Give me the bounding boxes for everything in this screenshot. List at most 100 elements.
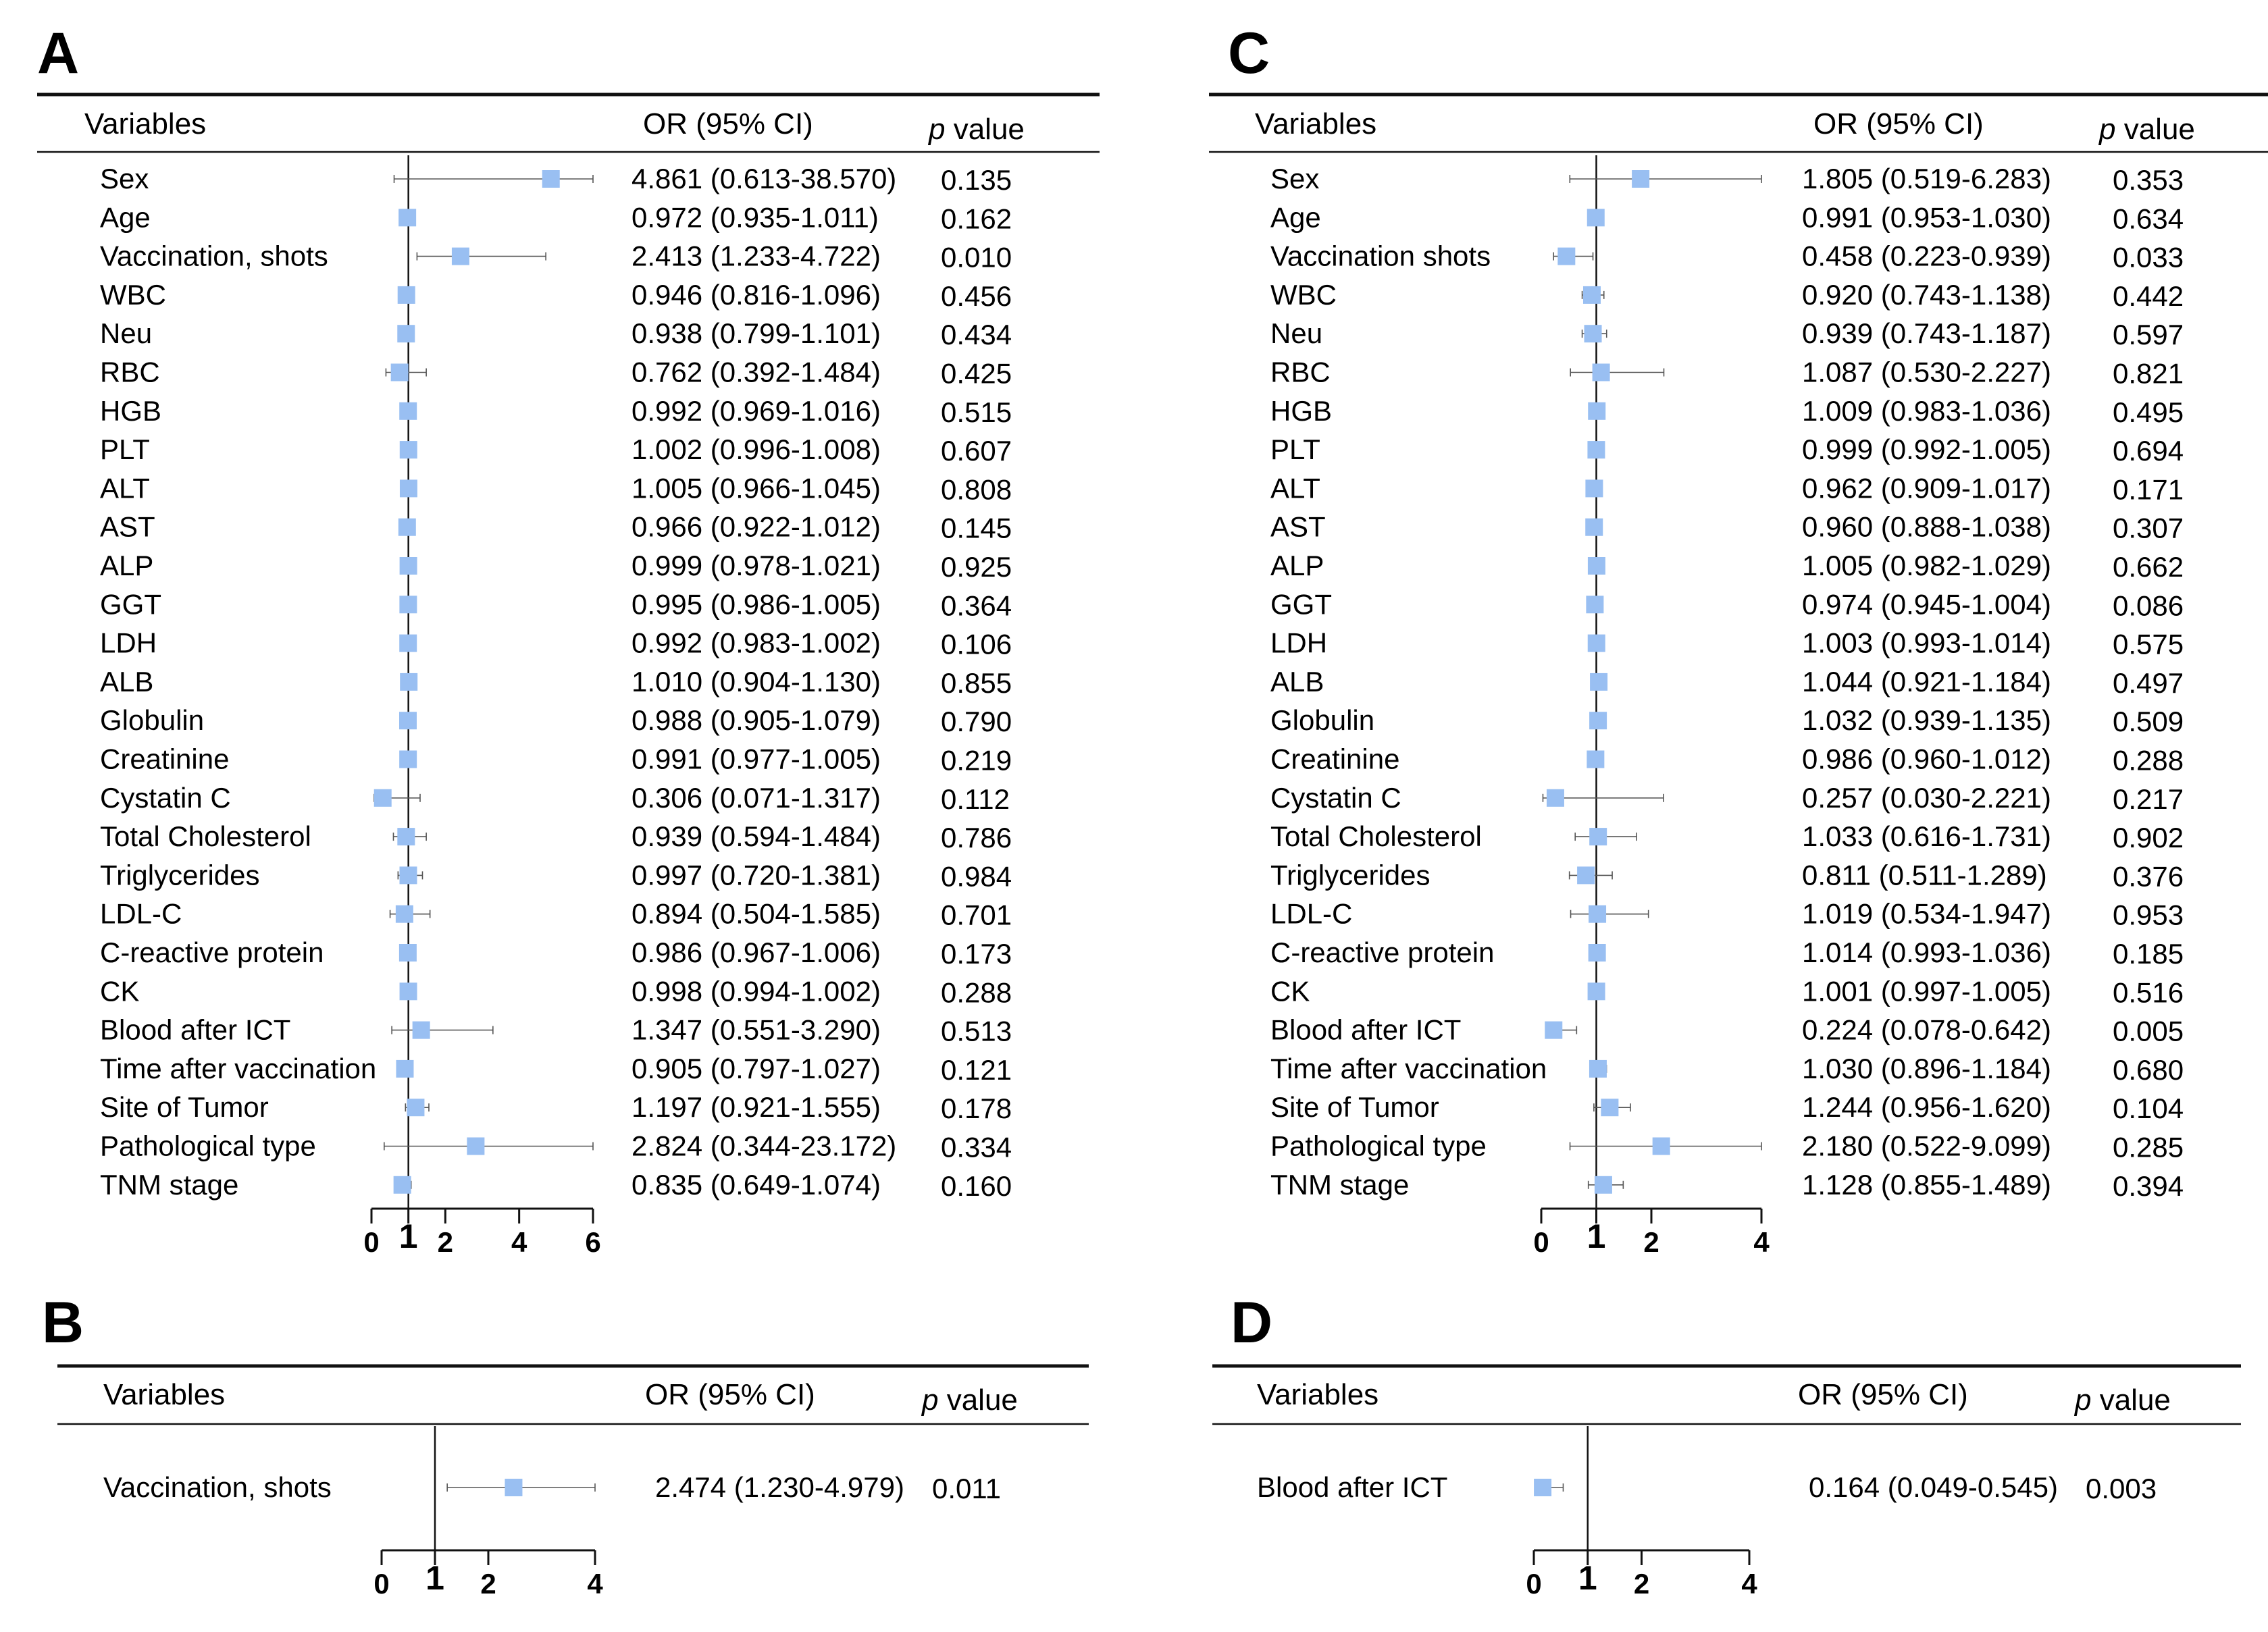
forest-row: Globulin 0.988 (0.905-1.079) 0.790 xyxy=(100,704,1012,737)
panel-b: B Variables OR (95% CI) p value 0 1 2 4 Vaccinat… xyxy=(42,1290,1089,1600)
header-p-value: p value xyxy=(2073,1384,2171,1417)
row-p-value: 0.178 xyxy=(941,1093,1012,1124)
forest-row: Pathological type 2.180 (0.522-9.099) 0.28… xyxy=(1270,1130,2184,1163)
or-point-marker xyxy=(1589,828,1607,846)
x-tick-label: 4 xyxy=(511,1226,527,1258)
row-variable-label: C-reactive protein xyxy=(100,937,324,968)
row-or-ci: 0.894 (0.504-1.585) xyxy=(632,898,881,930)
or-point-marker xyxy=(505,1479,523,1496)
row-variable-label: PLT xyxy=(1270,433,1320,465)
row-or-ci: 0.946 (0.816-1.096) xyxy=(632,279,881,311)
header-or-ci: OR (95% CI) xyxy=(1798,1378,1968,1411)
or-point-marker xyxy=(399,750,417,768)
row-variable-label: Globulin xyxy=(100,704,204,736)
row-p-value: 0.033 xyxy=(2113,242,2184,273)
row-p-value: 0.607 xyxy=(941,435,1012,467)
row-p-value: 0.185 xyxy=(2113,938,2184,970)
or-point-marker xyxy=(467,1137,485,1155)
row-p-value: 0.953 xyxy=(2113,899,2184,931)
row-p-value: 0.288 xyxy=(941,976,1012,1008)
header-or-ci: OR (95% CI) xyxy=(645,1378,815,1411)
row-variable-label: CK xyxy=(1270,975,1310,1007)
or-point-marker xyxy=(1577,866,1595,885)
row-or-ci: 0.972 (0.935-1.011) xyxy=(632,201,879,233)
row-p-value: 0.597 xyxy=(2113,319,2184,350)
x-tick-label: 2 xyxy=(438,1226,453,1258)
row-variable-label: Vaccination, shots xyxy=(100,240,328,272)
row-variable-label: Pathological type xyxy=(1270,1130,1487,1162)
row-p-value: 0.003 xyxy=(2086,1473,2157,1504)
or-point-marker xyxy=(399,479,417,498)
or-point-marker xyxy=(398,209,417,227)
or-point-marker xyxy=(397,828,415,846)
row-or-ci: 0.257 (0.030-2.221) xyxy=(1802,782,2051,814)
header-p-value: p value xyxy=(921,1384,1018,1417)
row-p-value: 0.575 xyxy=(2113,629,2184,660)
row-p-value: 0.106 xyxy=(941,629,1012,660)
row-or-ci: 1.197 (0.921-1.555) xyxy=(632,1091,881,1123)
or-point-marker xyxy=(1545,1021,1563,1039)
forest-row: C-reactive protein 0.986 (0.967-1.006) 0.1… xyxy=(100,937,1012,970)
forest-row: GGT 0.995 (0.986-1.005) 0.364 xyxy=(100,588,1012,621)
header-p-italic: p xyxy=(921,1384,938,1417)
forest-row: Total Cholesterol 1.033 (0.616-1.731) 0.90… xyxy=(1270,820,2184,853)
row-or-ci: 1.128 (0.855-1.489) xyxy=(1802,1169,2051,1201)
row-variable-label: GGT xyxy=(1270,588,1332,620)
row-or-ci: 0.974 (0.945-1.004) xyxy=(1802,588,2051,620)
row-variable-label: TNM stage xyxy=(100,1169,238,1201)
row-variable-label: Vaccination shots xyxy=(1270,240,1491,272)
or-point-marker xyxy=(1589,712,1607,730)
or-point-marker xyxy=(1585,479,1603,498)
row-p-value: 0.104 xyxy=(2113,1093,2184,1124)
forest-row: Site of Tumor 1.197 (0.921-1.555) 0.178 xyxy=(100,1091,1012,1124)
row-variable-label: Cystatin C xyxy=(1270,782,1401,814)
row-variable-label: RBC xyxy=(1270,357,1331,388)
forest-row: LDH 1.003 (0.993-1.014) 0.575 xyxy=(1270,627,2184,660)
row-variable-label: Triglycerides xyxy=(1270,859,1431,891)
row-p-value: 0.145 xyxy=(941,512,1012,544)
or-point-marker xyxy=(1588,944,1606,962)
row-or-ci: 0.458 (0.223-0.939) xyxy=(1802,240,2051,272)
row-variable-label: LDH xyxy=(1270,627,1327,659)
row-p-value: 0.307 xyxy=(2113,512,2184,544)
row-p-value: 0.495 xyxy=(2113,396,2184,428)
or-point-marker xyxy=(397,286,415,304)
panel-letter: B xyxy=(42,1290,84,1355)
row-p-value: 0.005 xyxy=(2113,1016,2184,1047)
row-or-ci: 1.033 (0.616-1.731) xyxy=(1802,820,2051,852)
row-p-value: 0.516 xyxy=(2113,976,2184,1008)
row-variable-label: LDL-C xyxy=(1270,898,1352,930)
row-or-ci: 0.962 (0.909-1.017) xyxy=(1802,472,2051,504)
forest-row: Site of Tumor 1.244 (0.956-1.620) 0.104 xyxy=(1270,1091,2184,1124)
row-p-value: 0.808 xyxy=(941,473,1012,505)
or-point-marker xyxy=(1557,247,1576,265)
forest-row: Creatinine 0.991 (0.977-1.005) 0.219 xyxy=(100,743,1012,776)
forest-row: Triglycerides 0.811 (0.511-1.289) 0.376 xyxy=(1270,859,2184,892)
header-variables: Variables xyxy=(1255,107,1376,140)
or-point-marker xyxy=(1582,286,1601,304)
x-tick-label: 1 xyxy=(1578,1559,1597,1597)
or-point-marker xyxy=(1586,596,1604,614)
forest-row: LDL-C 0.894 (0.504-1.585) 0.701 xyxy=(100,898,1012,931)
row-variable-label: Vaccination, shots xyxy=(103,1471,332,1503)
row-p-value: 0.217 xyxy=(2113,783,2184,815)
row-or-ci: 0.986 (0.960-1.012) xyxy=(1802,743,2051,775)
row-variable-label: RBC xyxy=(100,357,160,388)
row-or-ci: 0.992 (0.969-1.016) xyxy=(632,395,881,427)
panel-d: D Variables OR (95% CI) p value 0 1 2 4 Blood af… xyxy=(1212,1290,2241,1600)
or-point-marker xyxy=(1632,170,1650,188)
or-point-marker xyxy=(1584,325,1602,343)
or-point-marker xyxy=(393,1176,411,1194)
forest-row: TNM stage 0.835 (0.649-1.074) 0.160 xyxy=(100,1169,1012,1202)
header-variables: Variables xyxy=(84,107,206,140)
forest-row: Blood after ICT 1.347 (0.551-3.290) 0.513 xyxy=(100,1014,1012,1047)
forest-row: Sex 1.805 (0.519-6.283) 0.353 xyxy=(1270,163,2184,196)
row-variable-label: Blood after ICT xyxy=(1257,1471,1447,1503)
row-or-ci: 1.002 (0.996-1.008) xyxy=(632,433,881,465)
row-p-value: 0.434 xyxy=(941,319,1012,350)
panel-letter: A xyxy=(37,21,79,86)
x-tick-label: 1 xyxy=(399,1217,418,1255)
row-p-value: 0.634 xyxy=(2113,203,2184,234)
or-point-marker xyxy=(399,557,417,575)
